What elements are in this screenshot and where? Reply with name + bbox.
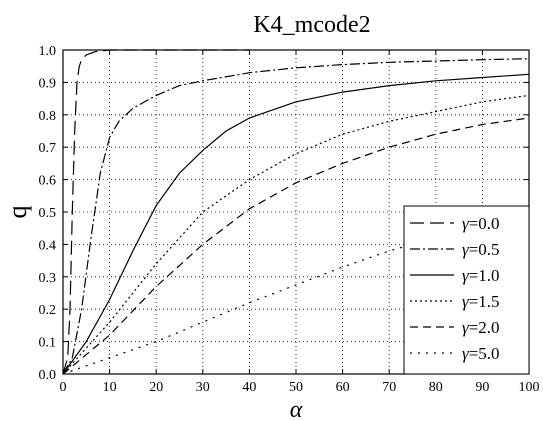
- chart-title: K4_mcode2: [253, 12, 370, 38]
- x-tick-label: 90: [475, 380, 489, 395]
- x-tick-label: 50: [289, 380, 303, 395]
- legend-gamma-value: =5.0: [469, 344, 500, 363]
- y-tick-label: 0.1: [39, 336, 57, 351]
- legend-label: γ=1.5: [462, 292, 500, 311]
- x-tick-labels: 0 10 20 30 40 50 60 70 80 90 100: [60, 380, 540, 395]
- legend-label: γ=5.0: [462, 344, 500, 363]
- series-line: [62, 243, 413, 375]
- legend-label: γ=0.5: [462, 240, 500, 259]
- legend-box: [403, 205, 530, 375]
- x-tick-label: 40: [242, 380, 256, 395]
- y-tick-label: 0.0: [39, 368, 57, 383]
- series-line: [62, 94, 530, 375]
- legend-label: γ=0.0: [462, 214, 500, 233]
- y-tick-label: 0.2: [39, 303, 57, 318]
- x-tick-label: 0: [60, 380, 67, 395]
- x-tick-label: 70: [382, 380, 396, 395]
- legend-gamma-symbol: γ: [462, 240, 470, 259]
- y-tick-label: 0.3: [39, 271, 57, 286]
- legend-gamma-value: =1.5: [469, 292, 500, 311]
- y-tick-labels: 0.0 0.1 0.2 0.3 0.4 0.5 0.6 0.7 0.8 0.9 1.0: [39, 44, 57, 383]
- x-tick-label: 30: [196, 380, 210, 395]
- x-tick-label: 100: [519, 380, 540, 395]
- legend-gamma-value: =2.0: [469, 318, 500, 337]
- y-tick-label: 0.9: [39, 76, 57, 91]
- legend-gamma-value: =0.5: [469, 240, 500, 259]
- legend: γ=0.0γ=0.5γ=1.0γ=1.5γ=2.0γ=5.0: [403, 205, 530, 375]
- y-tick-label: 0.4: [39, 238, 57, 253]
- legend-gamma-value: =1.0: [469, 266, 500, 285]
- legend-gamma-symbol: γ: [462, 214, 470, 233]
- x-tick-label: 10: [103, 380, 117, 395]
- y-axis-label: q: [3, 206, 32, 219]
- y-tick-label: 0.6: [39, 174, 57, 189]
- legend-gamma-value: =0.0: [469, 214, 500, 233]
- legend-gamma-symbol: γ: [462, 344, 470, 363]
- y-tick-label: 1.0: [39, 44, 57, 59]
- series-lines: [62, 49, 530, 375]
- y-tick-label: 0.5: [39, 206, 57, 221]
- legend-label: γ=2.0: [462, 318, 500, 337]
- y-tick-label: 0.7: [39, 141, 57, 156]
- legend-gamma-symbol: γ: [462, 292, 470, 311]
- legend-gamma-symbol: γ: [462, 266, 470, 285]
- x-tick-label: 20: [149, 380, 163, 395]
- series-line: [62, 58, 530, 375]
- series-line: [62, 73, 530, 375]
- series-line: [62, 49, 250, 375]
- x-tick-label: 80: [429, 380, 443, 395]
- y-tick-label: 0.8: [39, 109, 57, 124]
- legend-label: γ=1.0: [462, 266, 500, 285]
- x-tick-label: 60: [336, 380, 350, 395]
- series-line: [62, 117, 530, 375]
- legend-gamma-symbol: γ: [462, 318, 470, 337]
- x-axis-label: α: [290, 397, 303, 421]
